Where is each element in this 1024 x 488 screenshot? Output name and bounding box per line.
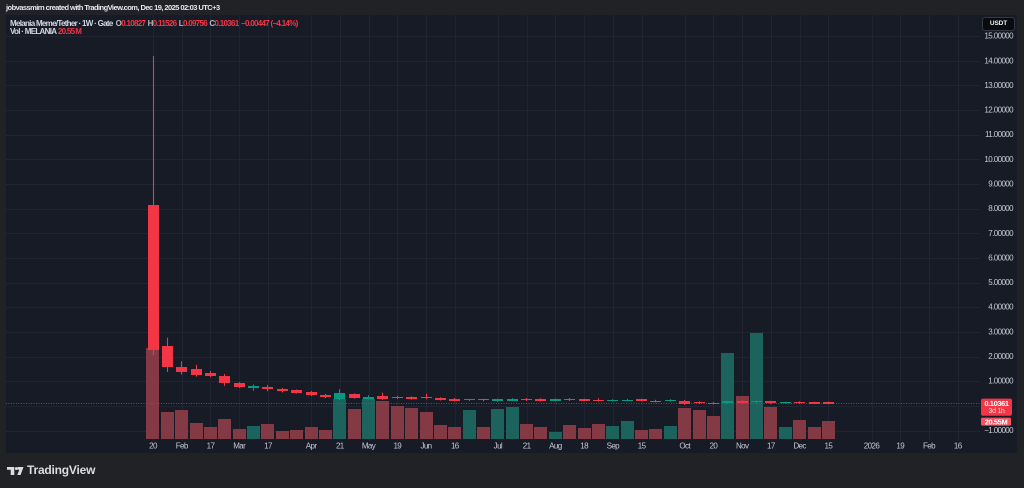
svg-text:−1.00000: −1.00000	[984, 426, 1014, 435]
svg-text:17: 17	[767, 441, 776, 450]
svg-text:7.00000: 7.00000	[988, 229, 1014, 238]
svg-text:19: 19	[896, 441, 905, 450]
svg-text:Feb: Feb	[176, 441, 189, 450]
svg-text:15: 15	[638, 441, 647, 450]
svg-text:Mar: Mar	[233, 441, 246, 450]
svg-text:2026: 2026	[864, 441, 881, 450]
svg-text:Oct: Oct	[679, 441, 691, 450]
svg-text:20: 20	[149, 441, 158, 450]
svg-text:11.00000: 11.00000	[985, 130, 1014, 139]
svg-text:10.00000: 10.00000	[984, 155, 1014, 164]
svg-text:15: 15	[825, 441, 834, 450]
svg-text:Aug: Aug	[549, 441, 562, 450]
svg-text:3d 1h: 3d 1h	[988, 408, 1004, 415]
svg-text:9.00000: 9.00000	[988, 180, 1014, 189]
svg-text:3.00000: 3.00000	[988, 327, 1014, 336]
svg-text:Feb: Feb	[923, 441, 936, 450]
svg-text:Nov: Nov	[736, 441, 749, 450]
svg-text:19: 19	[393, 441, 402, 450]
svg-text:17: 17	[207, 441, 216, 450]
svg-text:20.55M: 20.55M	[985, 417, 1008, 426]
svg-text:14.00000: 14.00000	[984, 56, 1014, 65]
svg-text:1.00000: 1.00000	[988, 377, 1014, 386]
svg-text:2.00000: 2.00000	[988, 352, 1014, 361]
svg-text:6.00000: 6.00000	[988, 254, 1014, 263]
svg-text:4.00000: 4.00000	[988, 303, 1014, 312]
svg-text:Apr: Apr	[306, 441, 318, 450]
svg-text:16: 16	[954, 441, 963, 450]
svg-text:15.00000: 15.00000	[984, 32, 1014, 41]
svg-text:18: 18	[580, 441, 589, 450]
svg-text:0.10361: 0.10361	[984, 399, 1009, 408]
svg-text:Sep: Sep	[607, 441, 621, 450]
svg-text:Jul: Jul	[494, 441, 503, 450]
svg-text:13.00000: 13.00000	[984, 81, 1014, 90]
svg-text:May: May	[362, 441, 376, 450]
svg-text:Jun: Jun	[420, 441, 431, 450]
svg-text:21: 21	[523, 441, 532, 450]
svg-text:Dec: Dec	[793, 441, 806, 450]
svg-text:12.00000: 12.00000	[984, 106, 1014, 115]
svg-text:20: 20	[710, 441, 719, 450]
svg-text:5.00000: 5.00000	[988, 278, 1014, 287]
svg-text:17: 17	[264, 441, 273, 450]
svg-text:16: 16	[451, 441, 460, 450]
svg-text:8.00000: 8.00000	[988, 204, 1014, 213]
svg-text:21: 21	[336, 441, 345, 450]
